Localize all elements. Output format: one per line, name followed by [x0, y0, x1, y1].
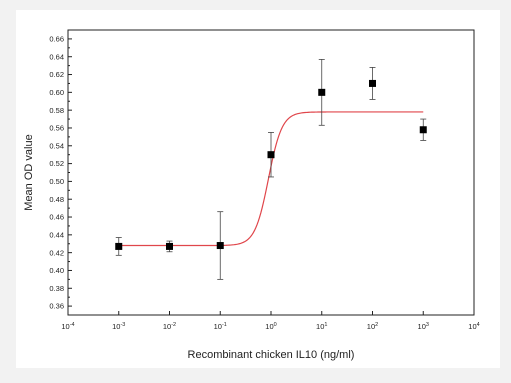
data-point	[115, 242, 123, 250]
y-tick-label: 0.64	[49, 52, 64, 61]
y-tick-label: 0.36	[49, 302, 64, 311]
data-point	[216, 242, 224, 250]
x-tick-label: 101	[316, 322, 327, 331]
y-tick-label: 0.56	[49, 124, 64, 133]
y-tick-label: 0.42	[49, 248, 64, 257]
x-tick-label: 10-2	[163, 322, 176, 331]
y-tick-label: 0.58	[49, 106, 64, 115]
y-tick-label: 0.52	[49, 159, 64, 168]
y-tick-label: 0.46	[49, 213, 64, 222]
y-tick-label: 0.38	[49, 284, 64, 293]
x-tick-label: 10-3	[112, 322, 125, 331]
y-tick-label: 0.62	[49, 70, 64, 79]
chart-background	[16, 10, 500, 368]
x-tick-label: 103	[418, 322, 429, 331]
data-point	[419, 126, 427, 134]
x-tick-label: 10-4	[61, 322, 74, 331]
data-points-layer	[115, 58, 427, 280]
y-tick-label: 0.50	[49, 177, 64, 186]
x-axis: 10-4 10-3 10-2 10-1 100 101 102 103 104	[61, 311, 480, 331]
x-axis-label: Recombinant chicken IL10 (ng/ml)	[188, 349, 355, 361]
y-tick-label: 0.48	[49, 195, 64, 204]
y-axis: 0.36 0.38 0.40 0.42 0.44 0.46 0.48 0.50 0.52 0.54…	[49, 35, 72, 311]
x-tick-label: 104	[468, 322, 479, 331]
y-tick-label: 0.40	[49, 266, 64, 275]
data-point	[369, 79, 376, 87]
data-point	[267, 151, 275, 159]
y-tick-label: 0.44	[49, 230, 64, 239]
data-point	[166, 242, 173, 250]
y-tick-label: 0.54	[49, 141, 64, 150]
y-tick-label: 0.66	[49, 35, 64, 44]
x-tick-label: 100	[265, 322, 276, 331]
y-tick-label: 0.60	[49, 88, 64, 97]
x-tick-label: 102	[367, 322, 378, 331]
data-point	[318, 88, 326, 96]
x-tick-label: 10-1	[214, 322, 227, 331]
y-axis-label: Mean OD value	[23, 134, 35, 210]
